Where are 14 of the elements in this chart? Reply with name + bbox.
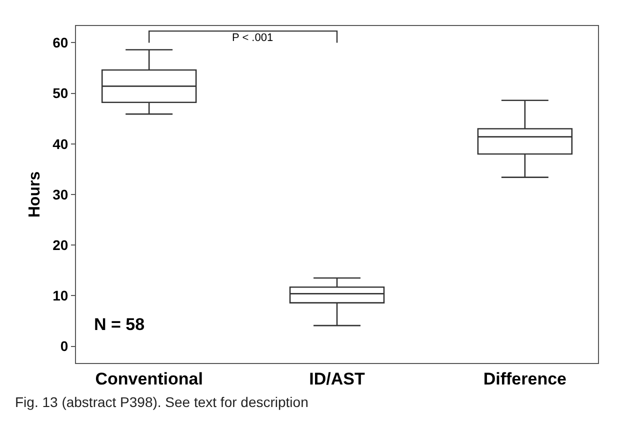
x-tick-label: ID/AST bbox=[309, 369, 366, 388]
y-tick-label: 50 bbox=[52, 85, 68, 102]
y-tick-label: 30 bbox=[52, 186, 68, 202]
y-tick-label: 0 bbox=[60, 338, 68, 354]
y-tick-label: 20 bbox=[52, 237, 68, 253]
y-axis-title: Hours bbox=[26, 171, 44, 218]
annotation: N = 58 bbox=[94, 315, 145, 334]
annotation: P < .001 bbox=[232, 32, 274, 44]
y-tick-label: 40 bbox=[52, 136, 68, 152]
x-tick-label: Difference bbox=[483, 369, 566, 388]
x-tick-label: Conventional bbox=[95, 369, 203, 388]
y-tick-label: 10 bbox=[52, 288, 68, 304]
y-tick-label: 60 bbox=[52, 34, 68, 51]
caption: Fig. 13 (abstract P398). See text for description bbox=[15, 394, 308, 410]
